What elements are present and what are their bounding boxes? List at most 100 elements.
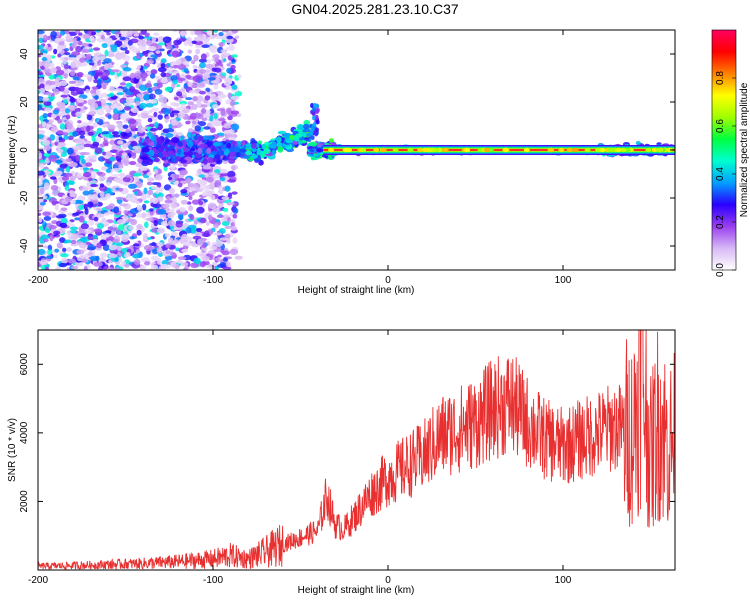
spectrogram-cell xyxy=(285,138,294,144)
spectrogram-cell xyxy=(106,181,111,186)
spectrogram-cell xyxy=(120,131,128,137)
spectrogram-cell xyxy=(146,181,153,186)
spectrogram-cell xyxy=(213,112,218,120)
spectrogram-cell xyxy=(146,40,153,45)
spectrogram-cell xyxy=(200,53,207,61)
spectrogram-cell xyxy=(51,113,57,119)
spectrogram-cell xyxy=(219,176,226,182)
spectrogram-cell xyxy=(39,87,46,95)
spectrogram-cell xyxy=(53,230,61,236)
spectrogram-cell xyxy=(42,139,51,146)
spectrogram-cell xyxy=(624,147,631,153)
spectrogram-cell xyxy=(215,219,221,223)
spectrogram-cell xyxy=(229,248,239,255)
spectrogram-cell xyxy=(117,140,124,145)
spectrogram-cell xyxy=(83,143,92,148)
spectrogram-cell xyxy=(156,82,163,88)
spectrogram-cell xyxy=(229,43,234,48)
spectrogram-cell xyxy=(162,203,170,209)
spectrogram-cell xyxy=(227,192,233,197)
spectrogram-cell xyxy=(135,200,140,205)
spectrogram-cell xyxy=(77,195,86,202)
spectrogram-cell xyxy=(210,194,216,201)
spectrogram-cell xyxy=(67,57,74,61)
spectrogram-cell xyxy=(50,31,58,38)
spectrogram-cell xyxy=(230,105,236,112)
spectrogram-cell xyxy=(407,147,414,153)
spectrogram-cell xyxy=(153,111,158,118)
spectrogram-cell xyxy=(111,134,121,138)
spectrogram-cell xyxy=(43,215,52,222)
spectrogram-cell xyxy=(143,200,150,204)
spectrogram-cell xyxy=(213,232,223,236)
spectrogram-cell xyxy=(160,62,166,69)
spectrogram-cell xyxy=(224,233,231,239)
spectrogram-cell xyxy=(342,147,349,153)
spectrogram-cell xyxy=(180,135,185,141)
spectrogram-cell xyxy=(163,184,172,191)
spectrogram-cell xyxy=(156,182,162,188)
spectrogram-cell xyxy=(206,191,212,197)
spectrogram-cell xyxy=(164,199,173,204)
spectrogram-cell xyxy=(118,163,124,169)
spectrogram-cell xyxy=(231,30,239,34)
spectrogram-cell xyxy=(90,183,99,188)
spectrogram-cell xyxy=(68,80,77,84)
spectrogram-cell xyxy=(136,205,143,211)
spectrogram-cell xyxy=(153,32,160,37)
spectrogram-cell xyxy=(223,129,230,134)
spectrogram-cell xyxy=(166,63,171,67)
y-tick-label: 2000 xyxy=(19,490,30,513)
spectrogram-cell xyxy=(140,112,149,119)
spectrogram-cell xyxy=(139,102,147,109)
spectrogram-cell xyxy=(197,135,204,142)
spectrogram-cell xyxy=(95,255,100,261)
spectrogram-cell xyxy=(109,85,114,90)
spectrogram-cell xyxy=(183,267,188,270)
spectrogram-cell xyxy=(103,212,110,216)
spectrogram-cell xyxy=(151,36,157,42)
spectrogram-cell xyxy=(199,217,207,224)
spectrogram-cell xyxy=(200,162,210,167)
spectrogram-cell xyxy=(230,54,238,58)
spectrogram-cell xyxy=(45,54,52,60)
spectrogram-cell xyxy=(114,52,122,60)
spectrogram-cell xyxy=(79,135,85,139)
spectrogram-cell xyxy=(160,58,167,64)
spectrogram-cell xyxy=(43,152,51,157)
spectrogram-cell xyxy=(68,31,78,36)
spectrogram-cell xyxy=(207,135,214,141)
spectrogram-cell xyxy=(58,139,65,144)
spectrogram-cell xyxy=(251,142,257,149)
spectrogram-cell xyxy=(242,155,251,159)
spectrogram-cell xyxy=(84,229,92,234)
spectrogram-cell xyxy=(55,170,62,175)
spectrogram-cell xyxy=(199,62,207,69)
spectrogram-cell xyxy=(133,259,141,266)
spectrogram-cell xyxy=(128,161,137,166)
spectrogram-cell xyxy=(171,193,181,198)
spectrogram-cell xyxy=(620,147,627,153)
spectrogram-cell xyxy=(82,167,89,171)
spectrogram-cell xyxy=(147,118,153,123)
spectrogram-cell xyxy=(149,211,155,216)
spectrogram-cell xyxy=(168,187,175,195)
spectrogram-cell xyxy=(58,262,68,268)
spectrogram-cell xyxy=(116,122,124,129)
spectrogram-cell xyxy=(140,156,149,160)
spectrogram-cell xyxy=(167,66,173,74)
spectrogram-cell xyxy=(133,172,142,177)
snr-x-axis-label: Height of straight line (km) xyxy=(298,585,415,596)
spectrogram-cell xyxy=(188,195,193,201)
spectrogram-cell xyxy=(155,50,161,54)
spectrogram-cell xyxy=(558,147,565,153)
snr-frame xyxy=(37,329,676,571)
spectrogram-cell xyxy=(57,142,66,147)
spectrogram-cell xyxy=(502,147,509,153)
spectrogram-cell xyxy=(155,188,160,195)
spectrogram-cell xyxy=(145,100,155,105)
spectrogram-cell xyxy=(62,58,67,65)
spectrogram-cell xyxy=(169,112,175,118)
